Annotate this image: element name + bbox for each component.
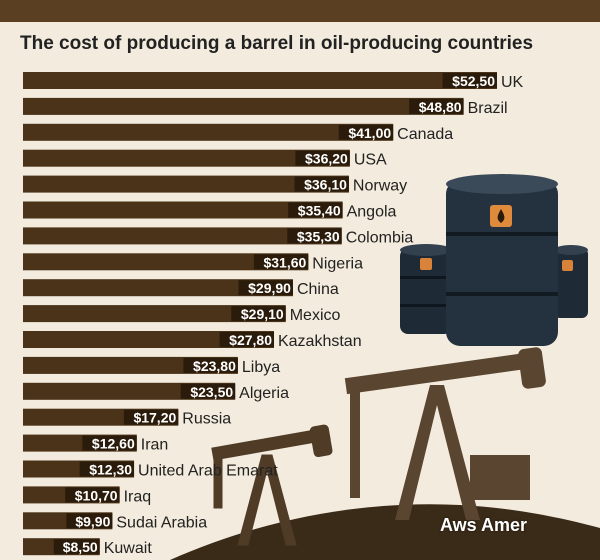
bar-10: [23, 331, 274, 348]
oil-barrel-large-icon: [446, 174, 558, 346]
bar-4: [23, 175, 349, 193]
category-label-14: Iran: [141, 437, 169, 454]
value-box-16: [65, 487, 120, 503]
value-box-13: [123, 409, 179, 425]
value-box-14: [82, 435, 137, 451]
value-box-7: [253, 254, 309, 270]
value-box-9: [231, 306, 286, 322]
data-label-3: $36,20: [305, 151, 348, 167]
data-label-16: $10,70: [75, 487, 118, 503]
pumpjack-left-icon: [211, 424, 333, 546]
value-box-4: [294, 176, 349, 192]
category-label-17: Sudai Arabia: [116, 514, 207, 531]
data-label-13: $17,20: [133, 410, 176, 426]
category-label-8: China: [297, 281, 339, 298]
chart-title: The cost of producing a barrel in oil-pr…: [20, 33, 534, 54]
value-box-8: [238, 280, 293, 296]
value-box-17: [66, 513, 113, 529]
bar-2: [23, 123, 394, 141]
data-label-2: $41,00: [348, 125, 391, 141]
category-label-12: Algeria: [239, 385, 289, 402]
category-label-2: Canada: [397, 126, 453, 143]
data-label-8: $29,90: [248, 280, 291, 296]
category-label-15: United Arab Emarat: [138, 463, 278, 480]
data-label-11: $23,80: [193, 358, 236, 374]
data-label-12: $23,50: [190, 384, 233, 400]
top-banner: [0, 0, 600, 22]
watermark-text: Aws Amer: [440, 515, 528, 535]
bar-5: [23, 201, 343, 219]
category-label-11: Libya: [242, 359, 280, 376]
data-label-1: $48,80: [419, 99, 462, 115]
category-label-10: Kazakhstan: [278, 333, 362, 350]
value-box-12: [180, 383, 236, 399]
data-label-9: $29,10: [241, 306, 284, 322]
data-label-14: $12,60: [92, 436, 135, 452]
category-label-5: Angola: [347, 204, 397, 221]
category-label-3: USA: [354, 152, 387, 169]
value-box-6: [287, 228, 342, 244]
data-label-5: $35,40: [298, 203, 341, 219]
value-box-18: [53, 539, 100, 555]
data-label-15: $12,30: [89, 462, 132, 478]
category-label-7: Nigeria: [312, 255, 363, 272]
ground-silhouette: [170, 504, 600, 560]
value-box-10: [219, 332, 274, 347]
category-label-6: Colombia: [346, 229, 414, 246]
bar-3: [23, 149, 350, 167]
data-label-0: $52,50: [452, 73, 495, 89]
oil-barrel-small-left-icon: [400, 244, 452, 334]
category-label-16: Iraq: [124, 488, 152, 505]
bar-0: [23, 72, 497, 89]
category-label-1: Brazil: [468, 100, 508, 117]
category-label-18: Kuwait: [104, 540, 153, 557]
category-label-0: UK: [501, 74, 524, 91]
value-box-15: [79, 461, 135, 477]
data-label-17: $9,90: [75, 513, 110, 529]
data-label-4: $36,10: [304, 177, 347, 193]
data-label-18: $8,50: [63, 539, 98, 555]
value-box-1: [409, 98, 464, 114]
bar-8: [23, 279, 293, 297]
bar-1: [23, 97, 464, 115]
category-label-9: Mexico: [290, 307, 341, 324]
value-box-5: [288, 202, 343, 218]
value-box-3: [295, 150, 350, 166]
oil-barrel-small-right-icon: [554, 245, 588, 318]
bar-6: [23, 227, 342, 245]
data-label-6: $35,30: [297, 228, 340, 244]
value-box-0: [442, 73, 497, 88]
value-box-11: [183, 357, 238, 373]
value-box-2: [338, 124, 394, 140]
bar-9: [23, 305, 286, 323]
data-label-7: $31,60: [263, 254, 306, 270]
data-label-10: $27,80: [229, 332, 272, 348]
category-label-13: Russia: [182, 411, 231, 428]
pumpjack-center-icon: [344, 347, 546, 520]
bar-7: [23, 253, 309, 271]
category-label-4: Norway: [353, 178, 407, 195]
